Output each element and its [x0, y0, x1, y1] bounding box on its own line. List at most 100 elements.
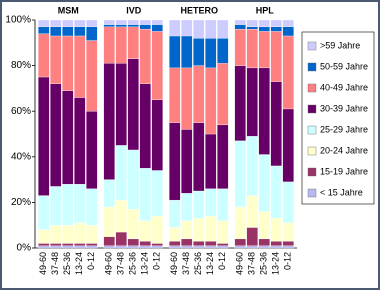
bar-segment: [246, 26, 258, 30]
bar-segment: [217, 220, 229, 244]
bar-segment: [217, 63, 229, 126]
bar-segment: [139, 24, 151, 30]
bar-segment: [258, 211, 270, 240]
bar-segment: [205, 133, 217, 189]
bar-segment: [169, 245, 181, 249]
legend-label: 40-49 Jahre: [320, 82, 368, 92]
legend-label: 20-24 Jahre: [320, 145, 368, 155]
bar-segment: [115, 145, 127, 201]
bar-segment: [86, 225, 98, 244]
legend-swatch: [307, 41, 317, 51]
bar-segment: [258, 67, 270, 155]
bar-segment: [151, 24, 163, 32]
bar-segment: [62, 35, 74, 91]
bar-segment: [115, 26, 127, 64]
bar-segment: [205, 245, 217, 249]
bar-segment: [217, 38, 229, 64]
bar-segment: [282, 181, 294, 224]
y-tick-label: 100%: [5, 15, 31, 26]
bar-segment: [74, 97, 86, 185]
bar-segment: [258, 238, 270, 246]
bar-segment: [62, 225, 74, 244]
bar-segment: [193, 218, 205, 242]
bar-segment: [246, 67, 258, 137]
bar-segment: [139, 83, 151, 169]
x-tick-label: 13-24: [74, 252, 84, 275]
legend-label: 30-39 Jahre: [320, 103, 368, 113]
bar-segment: [103, 236, 115, 246]
bar-segment: [86, 111, 98, 189]
bar-segment: [181, 129, 193, 194]
bar-segment: [86, 245, 98, 249]
x-tick-label: 49-60: [104, 252, 114, 275]
x-tick-label: 37-48: [181, 252, 191, 275]
y-tick-label: 80%: [11, 60, 31, 71]
bar-segment: [169, 35, 181, 69]
legend-swatch: [307, 125, 317, 135]
bar-segment: [50, 186, 62, 226]
bar-segment: [205, 241, 217, 246]
group-label: HETERO: [180, 5, 218, 15]
bar-segment: [50, 83, 62, 187]
bar-segment: [217, 19, 229, 39]
bar-segment: [193, 241, 205, 246]
legend-swatch: [307, 104, 317, 114]
bar-segment: [270, 241, 282, 246]
bar-segment: [193, 19, 205, 39]
bar-segment: [103, 19, 115, 25]
bar-segment: [270, 165, 282, 219]
bar-segment: [62, 243, 74, 246]
x-tick-label: 25-36: [128, 252, 138, 275]
bar-segment: [50, 26, 62, 37]
bar-segment: [169, 199, 181, 228]
x-tick-label: 0-12: [283, 252, 293, 270]
bar-segment: [38, 195, 50, 230]
bar-segment: [181, 238, 193, 246]
bar-segment: [115, 231, 127, 246]
bar-segment: [246, 195, 258, 228]
bar-segment: [270, 245, 282, 249]
x-tick-label: 13-24: [271, 252, 281, 275]
bar-segment: [234, 238, 246, 246]
bar-segment: [103, 245, 115, 249]
bar-segment: [115, 24, 127, 27]
bar-segment: [38, 26, 50, 34]
bar-segment: [246, 28, 258, 69]
bar-segment: [282, 245, 294, 249]
bar-segment: [38, 76, 50, 196]
x-tick-label: 37-48: [247, 252, 257, 275]
bar-segment: [38, 243, 50, 246]
legend-label: >59 Jahre: [320, 40, 360, 50]
bar-segment: [115, 245, 127, 249]
bar-segment: [86, 40, 98, 112]
group-label: HPL: [256, 5, 275, 15]
bar-segment: [258, 26, 270, 32]
bar-segment: [151, 99, 163, 171]
bar-segment: [217, 243, 229, 246]
bar-segment: [151, 170, 163, 217]
bar-segment: [270, 26, 282, 32]
bar-segment: [74, 184, 86, 224]
legend-label: 25-29 Jahre: [320, 124, 368, 134]
bar-segment: [74, 19, 86, 27]
bar-segment: [234, 19, 246, 25]
bar-segment: [127, 58, 139, 151]
legend-swatch: [307, 83, 317, 93]
bar-segment: [74, 245, 86, 249]
bar-segment: [127, 24, 139, 27]
bar-segment: [181, 35, 193, 69]
x-tick-label: 0-12: [152, 252, 162, 270]
bar-segment: [234, 28, 246, 66]
bar-segment: [74, 222, 86, 244]
bar-segment: [74, 26, 86, 37]
bar-segment: [169, 67, 181, 123]
bar-segment: [246, 136, 258, 196]
bar-segment: [62, 90, 74, 185]
bar-segment: [270, 31, 282, 82]
bar-segment: [151, 245, 163, 249]
bar-segment: [234, 24, 246, 30]
bar-segment: [217, 124, 229, 189]
bar-segment: [139, 245, 151, 249]
bar-segment: [127, 149, 139, 210]
legend-label: 15-19 Jahre: [320, 166, 368, 176]
